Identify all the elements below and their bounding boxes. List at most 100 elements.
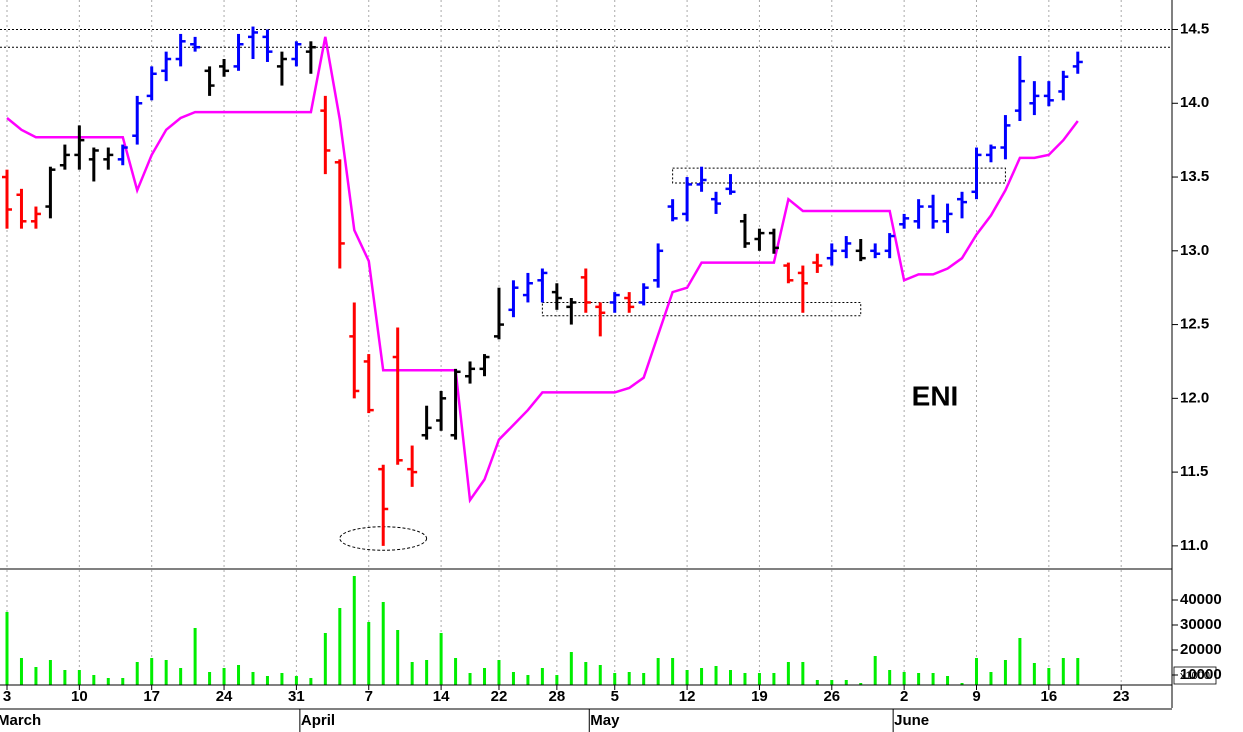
y2-tick-label: 10000 <box>1180 666 1222 683</box>
y-tick-label: 12.0 <box>1180 389 1209 406</box>
volume-bar <box>642 673 646 685</box>
volume-bar <box>656 658 660 685</box>
volume-bar <box>772 673 776 685</box>
volume-bar <box>960 683 964 685</box>
volume-bar <box>294 676 298 685</box>
y-tick-label: 14.0 <box>1180 94 1209 111</box>
x-tick-label: 14 <box>433 688 450 705</box>
volume-bar <box>671 658 675 685</box>
y2-tick-label: 20000 <box>1180 641 1222 658</box>
volume-bar <box>598 665 602 685</box>
y2-unit-label: x1000 <box>1180 670 1210 682</box>
volume-bar <box>381 602 385 685</box>
x-tick-label: 16 <box>1040 688 1057 705</box>
volume-bar <box>526 675 530 685</box>
volume-bar <box>902 672 906 685</box>
volume-bar <box>280 673 284 685</box>
volume-bar <box>511 672 515 685</box>
volume-bar <box>555 675 559 685</box>
volume-bar <box>179 668 183 685</box>
volume-bar <box>410 662 414 685</box>
x-tick-label: 26 <box>823 688 840 705</box>
y2-tick-label: 40000 <box>1180 591 1222 608</box>
x-tick-label: 19 <box>751 688 768 705</box>
volume-bar <box>888 670 892 685</box>
volume-bar <box>569 652 573 685</box>
volume-bar <box>63 670 67 685</box>
stop-line <box>6 36 1079 504</box>
volume-bar <box>1061 658 1065 685</box>
volume-bar <box>917 673 921 685</box>
volume-bar <box>19 658 23 685</box>
volume-bar <box>859 683 863 685</box>
volume-bar <box>1003 660 1007 685</box>
volume-bar <box>208 672 212 685</box>
volume-bar <box>34 667 38 685</box>
volume-bar <box>338 608 342 685</box>
y-tick-label: 12.5 <box>1180 316 1209 333</box>
volume-bar <box>786 662 790 685</box>
volume-bar <box>1018 638 1022 685</box>
volume-bar <box>873 656 877 685</box>
volume-bar <box>1076 658 1080 685</box>
volume-bar <box>237 665 241 685</box>
volume-bar <box>1047 668 1051 685</box>
volume-bar <box>396 630 400 685</box>
volume-bar <box>48 660 52 685</box>
volume-bar <box>584 662 588 685</box>
x-tick-label: 2 <box>900 688 908 705</box>
volume-bar <box>497 660 501 685</box>
volume-bar <box>729 670 732 685</box>
marks-layer <box>2 26 1083 685</box>
volume-bar <box>714 666 718 685</box>
x-tick-label: 23 <box>1113 688 1130 705</box>
month-label: June <box>894 712 929 729</box>
volume-bar <box>830 680 834 685</box>
y-tick-label: 14.5 <box>1180 20 1209 37</box>
x-tick-label: 17 <box>143 688 160 705</box>
volume-bar <box>135 662 139 685</box>
x-tick-label: 12 <box>679 688 696 705</box>
volume-bar <box>439 633 443 685</box>
level-box <box>672 167 1006 184</box>
volume-bar <box>193 628 197 685</box>
volume-bar <box>685 670 689 685</box>
volume-bar <box>425 660 429 685</box>
volume-bar <box>815 680 819 685</box>
month-label: April <box>301 712 335 729</box>
y-tick-label: 13.0 <box>1180 242 1209 259</box>
x-tick-label: 3 <box>3 688 11 705</box>
volume-bar <box>323 633 327 685</box>
volume-bar <box>974 658 978 685</box>
y-tick-label: 13.5 <box>1180 168 1209 185</box>
volume-bar <box>743 673 747 685</box>
x-tick-label: 22 <box>491 688 508 705</box>
volume-bar <box>931 673 935 685</box>
volume-bar <box>757 673 761 685</box>
x-tick-label: 10 <box>71 688 88 705</box>
volume-bar <box>367 622 371 685</box>
month-label: May <box>590 712 620 729</box>
volume-bar <box>309 678 313 685</box>
volume-bar <box>700 668 704 685</box>
volume-bar <box>627 672 631 685</box>
volume-bar <box>801 662 805 685</box>
x-tick-label: 31 <box>288 688 305 705</box>
y-tick-label: 11.0 <box>1180 537 1208 554</box>
volume-bar <box>222 668 226 685</box>
volume-bar <box>483 668 487 685</box>
volume-bar <box>150 658 154 685</box>
volume-bar <box>352 576 356 685</box>
level-box <box>541 301 862 317</box>
volume-bar <box>121 678 125 685</box>
volume-bar <box>106 678 110 685</box>
volume-bar <box>844 680 848 685</box>
month-label: March <box>0 712 41 729</box>
x-tick-label: 5 <box>611 688 619 705</box>
volume-bar <box>265 676 269 685</box>
volume-bar <box>540 668 544 685</box>
volume-bar <box>92 675 96 685</box>
x-tick-label: 24 <box>216 688 233 705</box>
